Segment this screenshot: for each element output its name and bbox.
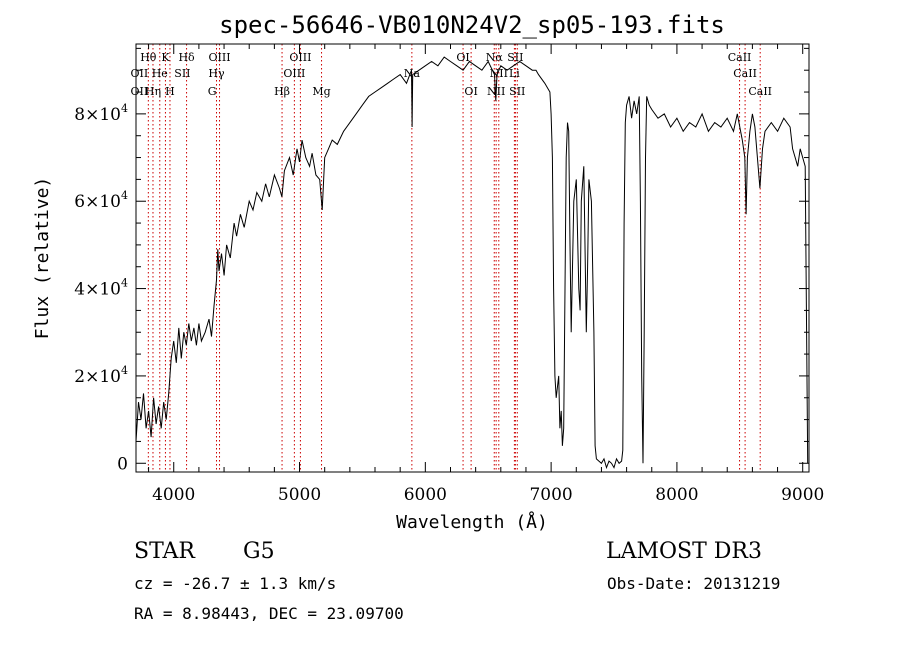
x-tick-label: 9000 (781, 485, 824, 505)
line-label: Na (404, 67, 421, 80)
x-tick-label: 6000 (404, 485, 447, 505)
line-label: CaII (733, 67, 757, 80)
y-tick-exponent: 4 (121, 277, 128, 290)
line-label: OI (456, 51, 469, 64)
redshift-text: cz = -26.7 ± 1.3 km/s (134, 574, 336, 593)
line-label: Mg (312, 85, 330, 98)
y-axis-label: Flux (relative) (32, 177, 53, 340)
spectral-line-markers (147, 44, 761, 472)
x-tick-label: 4000 (152, 485, 195, 505)
line-label: OIII (289, 51, 311, 64)
line-label: SII (507, 51, 523, 64)
line-label: CaII (728, 51, 752, 64)
plot-frame (135, 43, 810, 473)
line-label: He (152, 67, 168, 80)
y-tick-exponent: 4 (121, 364, 128, 377)
y-tick-base: 6×10 (74, 192, 121, 212)
coordinates-text: RA = 8.98443, DEC = 23.09700 (134, 604, 404, 623)
x-tick-label: 7000 (529, 485, 572, 505)
y-tick-label: 4×104 (74, 277, 128, 300)
y-tick-label: 6×104 (74, 189, 128, 212)
x-axis-ticks: 4000 5000 6000 7000 8000 9000 (148, 44, 824, 505)
y-tick-base: 4×10 (74, 280, 121, 300)
y-tick-exponent: 4 (121, 102, 128, 115)
line-label: OII (131, 85, 149, 98)
survey-name: LAMOST DR3 (606, 539, 762, 564)
x-tick-label: 5000 (278, 485, 321, 505)
object-class: STAR (134, 539, 196, 564)
y-tick-exponent: 4 (121, 189, 128, 202)
line-label: OI (464, 85, 477, 98)
series-group (135, 56, 809, 470)
line-label: SII (174, 67, 190, 80)
x-tick-label: 8000 (655, 485, 698, 505)
y-tick-base: 8×10 (74, 105, 121, 125)
line-label: OIII (208, 51, 230, 64)
line-label: Li (509, 67, 520, 80)
line-label: Hβ (274, 85, 290, 98)
object-subclass: G5 (243, 539, 275, 564)
line-label: Hθ (140, 51, 157, 64)
line-label: Nα (486, 51, 504, 64)
line-label: Hη (145, 85, 161, 98)
obs-date-text: Obs-Date: 20131219 (607, 574, 780, 593)
line-label: OIII (283, 67, 305, 80)
y-tick-label: 0 (117, 454, 128, 474)
y-tick-base: 0 (117, 454, 128, 474)
line-label: K (161, 51, 170, 64)
line-label: Hδ (178, 51, 195, 64)
line-label: H (165, 85, 175, 98)
line-label: G (208, 85, 217, 98)
y-tick-base: 2×10 (74, 367, 121, 387)
chart-title: spec-56646-VB010N24V2_sp05-193.fits (219, 11, 725, 39)
x-axis-label: Wavelength (Å) (396, 511, 548, 533)
line-label: SII (509, 85, 525, 98)
line-label: Hγ (208, 67, 225, 80)
line-label: CaII (748, 85, 772, 98)
y-tick-label: 8×104 (74, 102, 128, 125)
line-label: OII (131, 67, 149, 80)
y-tick-label: 2×104 (74, 364, 128, 387)
spectrum-series-line (135, 56, 809, 470)
